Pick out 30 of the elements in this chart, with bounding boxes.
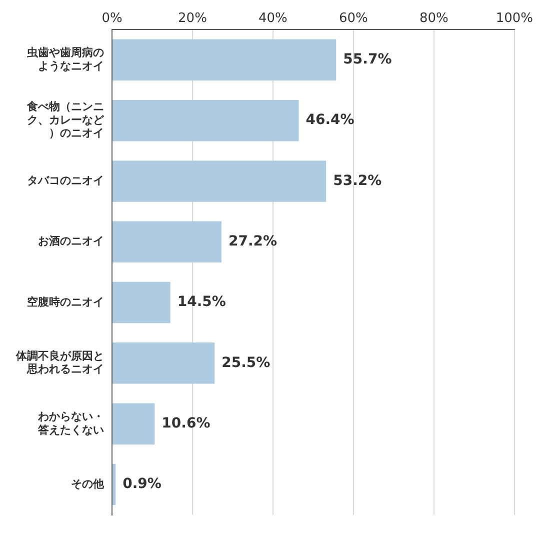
data-label: 10.6% [162, 415, 210, 432]
data-label: 0.9% [122, 476, 162, 492]
y-tick-label: お酒のニオイ [38, 234, 104, 248]
bar [112, 342, 215, 384]
data-label: 55.7% [343, 52, 392, 68]
y-tick-label: 体調不良が原因と思われるニオイ [15, 349, 104, 376]
bar [112, 160, 326, 202]
x-tick-label: 40% [258, 11, 288, 26]
data-label: 53.2% [333, 172, 382, 189]
bar [112, 464, 116, 506]
x-tick-label: 0% [102, 11, 122, 26]
y-tick-label: タバコのニオイ [27, 174, 104, 188]
data-label: 46.4% [306, 112, 354, 128]
data-label: 14.5% [177, 294, 226, 310]
bar [112, 100, 299, 142]
y-tick-label: その他 [71, 477, 105, 490]
y-tick-label: わからない・答えたくない [37, 410, 104, 436]
data-label: 25.5% [222, 354, 270, 371]
x-tick-label: 20% [178, 11, 207, 26]
bar [112, 39, 336, 81]
x-tick-label: 80% [419, 11, 448, 26]
bar [112, 403, 155, 444]
x-tick-label: 60% [338, 11, 368, 26]
y-tick-label: 食べ物（ニンニク、カレーなど）のニオイ [26, 100, 105, 140]
x-tick-label: 100% [496, 11, 534, 26]
y-tick-label: 虫歯や歯周病のようなニオイ [26, 46, 104, 72]
bar [112, 221, 222, 262]
y-tick-label: 空腹時のニオイ [27, 295, 104, 308]
bar [112, 282, 170, 324]
data-label: 27.2% [228, 234, 278, 250]
